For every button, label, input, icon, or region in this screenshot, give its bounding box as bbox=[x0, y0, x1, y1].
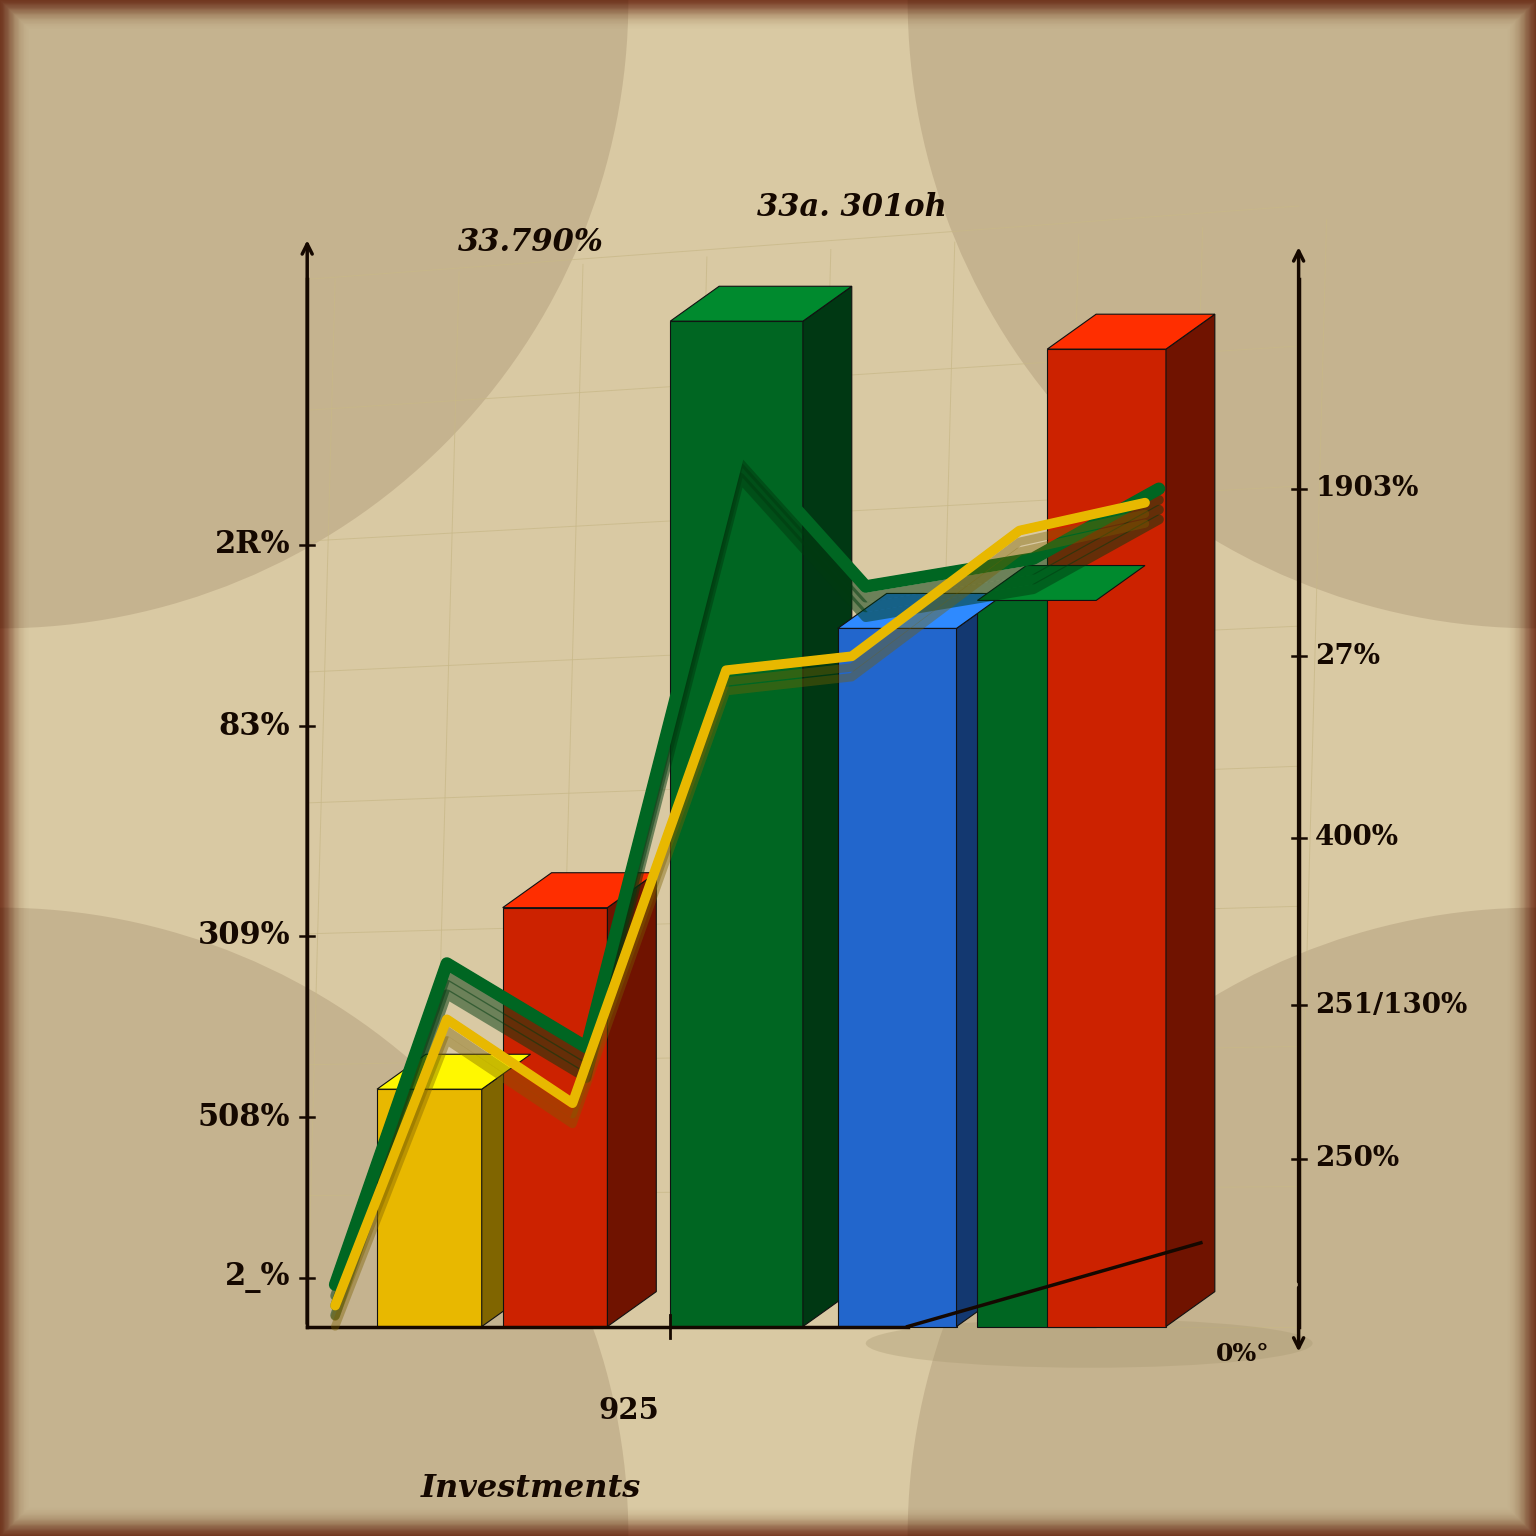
Text: 925: 925 bbox=[598, 1396, 659, 1425]
Polygon shape bbox=[803, 286, 852, 1327]
Text: 400%: 400% bbox=[1315, 825, 1399, 851]
Polygon shape bbox=[977, 601, 1097, 1327]
Text: 309%: 309% bbox=[198, 920, 290, 951]
Polygon shape bbox=[376, 1089, 482, 1327]
Text: 2R%: 2R% bbox=[215, 528, 290, 561]
Text: 33a. 301oh: 33a. 301oh bbox=[757, 192, 946, 223]
Polygon shape bbox=[1097, 565, 1144, 1327]
Circle shape bbox=[0, 0, 628, 628]
Polygon shape bbox=[837, 593, 1006, 628]
Text: 508%: 508% bbox=[198, 1101, 290, 1132]
Text: 251/130%: 251/130% bbox=[1315, 992, 1467, 1018]
Text: 1903%: 1903% bbox=[1315, 475, 1419, 502]
Polygon shape bbox=[670, 286, 852, 321]
Polygon shape bbox=[502, 872, 656, 908]
Circle shape bbox=[908, 908, 1536, 1536]
Polygon shape bbox=[1048, 315, 1215, 349]
Polygon shape bbox=[502, 908, 607, 1327]
Text: 250%: 250% bbox=[1315, 1146, 1399, 1172]
Polygon shape bbox=[482, 1054, 530, 1327]
Circle shape bbox=[908, 0, 1536, 628]
Text: 27%: 27% bbox=[1315, 642, 1381, 670]
Ellipse shape bbox=[866, 1319, 1313, 1367]
Text: 0%°: 0%° bbox=[1217, 1342, 1270, 1367]
Polygon shape bbox=[670, 321, 803, 1327]
Text: 2_%: 2_% bbox=[224, 1263, 290, 1293]
Polygon shape bbox=[607, 872, 656, 1327]
Text: Investments: Investments bbox=[421, 1473, 641, 1504]
Circle shape bbox=[0, 908, 628, 1536]
Text: 33.790%: 33.790% bbox=[458, 227, 604, 258]
Polygon shape bbox=[977, 565, 1144, 601]
Polygon shape bbox=[1166, 315, 1215, 1327]
Polygon shape bbox=[1048, 349, 1166, 1327]
Text: 83%: 83% bbox=[218, 711, 290, 742]
Polygon shape bbox=[376, 1054, 530, 1089]
Polygon shape bbox=[837, 628, 957, 1327]
Polygon shape bbox=[957, 593, 1006, 1327]
